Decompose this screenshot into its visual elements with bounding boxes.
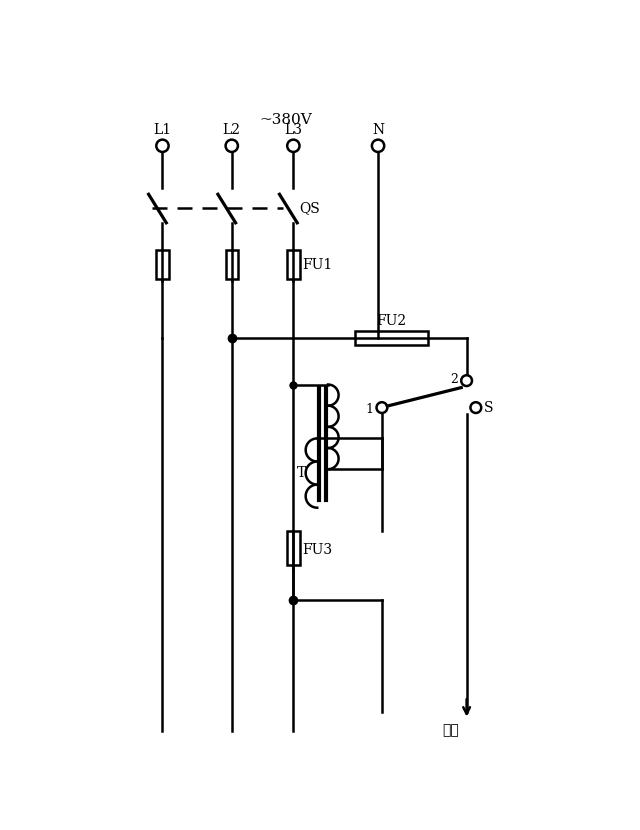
Text: QS: QS — [300, 201, 320, 215]
Text: 输出: 输出 — [442, 723, 459, 737]
Bar — [287, 250, 300, 279]
Text: FU2: FU2 — [376, 315, 406, 329]
Text: FU3: FU3 — [303, 543, 333, 557]
Text: 2: 2 — [451, 373, 458, 386]
Text: T: T — [296, 466, 306, 480]
Text: L1: L1 — [154, 123, 172, 137]
Text: N: N — [372, 123, 384, 137]
Text: S: S — [484, 401, 493, 415]
Text: L3: L3 — [284, 123, 302, 137]
Bar — [225, 250, 238, 279]
Bar — [156, 250, 168, 279]
Bar — [355, 331, 428, 345]
Text: ~380V: ~380V — [259, 114, 312, 128]
Bar — [287, 531, 300, 565]
Text: L2: L2 — [223, 123, 241, 137]
Text: FU1: FU1 — [303, 258, 333, 272]
Text: 1: 1 — [365, 403, 373, 416]
